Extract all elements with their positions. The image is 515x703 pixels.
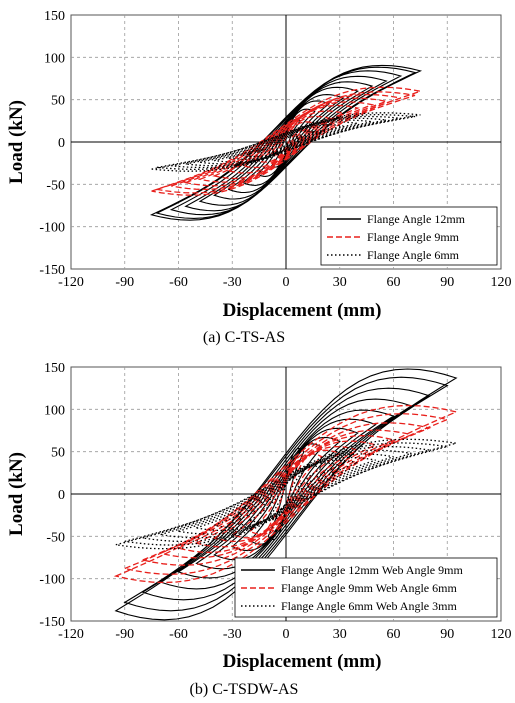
y-axis-title-b: Load (kN) — [6, 452, 27, 536]
x-tick-label: -30 — [223, 627, 242, 642]
hysteresis-curve — [113, 404, 459, 584]
x-tick-labels-a: -120 -90 -60 -30 0 30 60 90 120 — [58, 275, 511, 290]
legend-a: Flange Angle 12mm Flange Angle 9mm Flange … — [320, 206, 498, 266]
x-tick-label: 120 — [491, 627, 512, 642]
series-group-b — [113, 368, 459, 621]
legend-label: Flange Angle 9mm Web Angle 6mm — [281, 581, 457, 595]
x-tick-label: -60 — [169, 275, 188, 290]
x-tick-label: -90 — [115, 627, 134, 642]
x-tick-label: -120 — [58, 627, 84, 642]
x-axis-title-b: Displacement (mm) — [223, 651, 382, 672]
hysteresis-curve — [151, 112, 421, 172]
y-tick-label: 150 — [44, 9, 65, 24]
legend-label: Flange Angle 6mm Web Angle 3mm — [281, 599, 457, 613]
y-tick-label: 50 — [51, 94, 65, 109]
chart-panel-b: 150 100 50 0 -50 -100 -150 -120 -90 -60 -30 0 30 60 9… — [6, 361, 512, 698]
caption-a: (a) C-TS-AS — [203, 329, 285, 346]
caption-b: (b) C-TSDW-AS — [190, 681, 299, 698]
y-tick-label: 150 — [44, 361, 65, 376]
x-tick-label: 0 — [283, 627, 290, 642]
legend-label: Flange Angle 12mm — [367, 212, 466, 226]
x-tick-label: 60 — [387, 627, 401, 642]
legend-b: Flange Angle 12mm Web Angle 9mm Flange An… — [234, 557, 498, 618]
y-tick-label: -50 — [46, 178, 65, 193]
x-tick-label: 30 — [333, 275, 347, 290]
x-tick-labels-b: -120 -90 -60 -30 0 30 60 90 120 — [58, 627, 511, 642]
zero-axes-a — [71, 15, 501, 269]
y-tick-label: 50 — [51, 446, 65, 461]
legend-label: Flange Angle 12mm Web Angle 9mm — [281, 563, 463, 577]
y-tick-label: -100 — [39, 573, 65, 588]
x-axis-title-a: Displacement (mm) — [223, 300, 382, 321]
x-tick-label: -60 — [169, 627, 188, 642]
x-tick-label: -90 — [115, 275, 134, 290]
x-tick-label: 30 — [333, 627, 347, 642]
series-b-2 — [113, 404, 459, 584]
x-tick-label: 90 — [440, 627, 454, 642]
y-tick-label: -150 — [39, 263, 65, 278]
x-tick-label: 90 — [440, 275, 454, 290]
hysteresis-curve — [115, 438, 457, 550]
x-tick-label: -30 — [223, 275, 242, 290]
x-tick-label: 60 — [387, 275, 401, 290]
chart-panel-a: 150 100 50 0 -50 -100 -150 -120 -90 -60 -30 0 30 60 9… — [6, 9, 512, 346]
y-tick-labels-b: 150 100 50 0 -50 -100 -150 — [39, 361, 65, 630]
y-tick-label: -50 — [46, 530, 65, 545]
x-tick-label: 120 — [491, 275, 512, 290]
series-group-a — [149, 64, 423, 221]
x-tick-label: 0 — [283, 275, 290, 290]
y-tick-label: 100 — [44, 403, 65, 418]
y-axis-title-a: Load (kN) — [6, 100, 27, 184]
y-tick-label: 0 — [58, 488, 65, 503]
y-tick-labels-a: 150 100 50 0 -50 -100 -150 — [39, 9, 65, 278]
legend-label: Flange Angle 9mm — [367, 230, 460, 244]
series-a-3 — [151, 112, 421, 172]
series-b-3 — [115, 438, 457, 550]
y-tick-label: 0 — [58, 136, 65, 151]
x-tick-label: -120 — [58, 275, 84, 290]
y-tick-label: -100 — [39, 221, 65, 236]
legend-label: Flange Angle 6mm — [367, 248, 460, 262]
legend-box-b — [234, 557, 498, 618]
legend-box-a — [320, 206, 498, 266]
y-tick-label: 100 — [44, 51, 65, 66]
y-tick-label: -150 — [39, 615, 65, 630]
